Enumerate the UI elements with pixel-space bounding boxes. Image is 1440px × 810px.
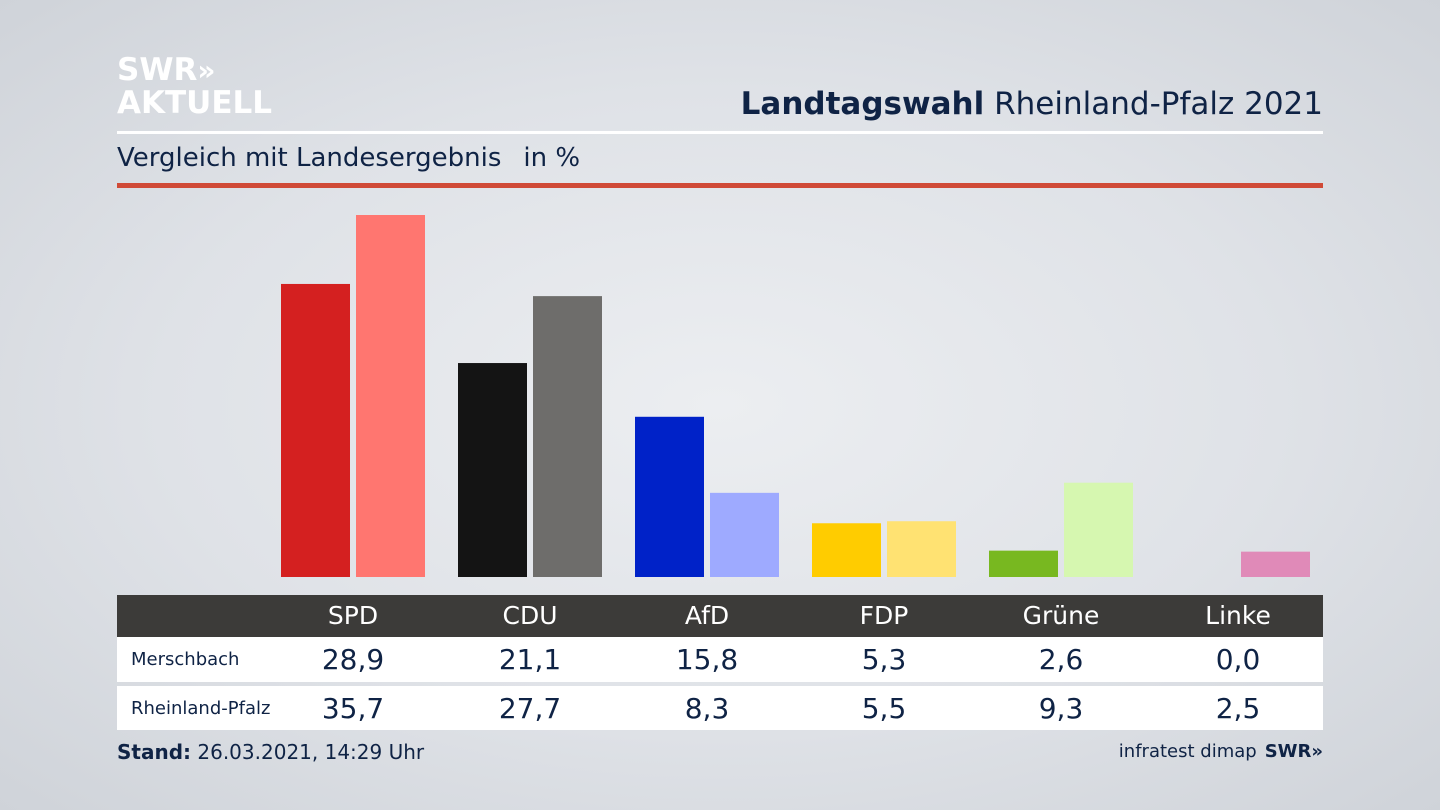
timestamp: Stand: 26.03.2021, 14:29 Uhr (117, 740, 425, 764)
page-title: Landtagswahl Rheinland-Pfalz 2021 (741, 86, 1323, 122)
bar-afd-rheinland-pfalz (710, 492, 779, 577)
value-cell: 27,7 (498, 692, 562, 725)
column-header-gruene: Grüne (1022, 601, 1100, 630)
subtitle-divider (117, 183, 1323, 188)
bar-spd-merschbach (281, 283, 350, 577)
results-table: SPD CDU AfD FDP Grüne Linke Merschbach 28,9 21… (117, 595, 1323, 730)
bar-fdp-merschbach (812, 523, 881, 577)
value-cell: 2,5 (1215, 692, 1261, 725)
value-cell: 9,3 (1038, 692, 1084, 725)
value-cell: 28,9 (321, 643, 385, 676)
bar-cdu-merschbach (458, 363, 527, 577)
column-header-cdu: CDU (502, 601, 558, 630)
bar-linke-rheinland-pfalz (1241, 551, 1310, 577)
bar-gruene-merschbach (989, 550, 1058, 577)
bar-cdu-rheinland-pfalz (533, 296, 602, 577)
chart-subtitle: Vergleich mit Landesergebnis in % (117, 143, 581, 173)
swr-aktuell-logo: SWR» AKTUELL (117, 52, 273, 121)
bar-fdp-rheinland-pfalz (887, 521, 956, 577)
value-cell: 35,7 (321, 692, 385, 725)
value-cell: 5,5 (861, 692, 907, 725)
source-credit: infratest dimap SWR» (1118, 741, 1323, 762)
row-label: Merschbach (131, 649, 240, 670)
value-cell: 2,6 (1038, 643, 1084, 676)
column-header-afd: AfD (684, 601, 730, 630)
title-rest: Rheinland-Pfalz 2021 (994, 86, 1323, 122)
column-header-spd: SPD (327, 601, 379, 630)
title-bold: Landtagswahl (740, 86, 985, 122)
value-cell: 0,0 (1215, 643, 1261, 676)
table-header: SPD CDU AfD FDP Grüne Linke (117, 595, 1323, 637)
value-cell: 5,3 (861, 643, 907, 676)
value-cell: 21,1 (498, 643, 562, 676)
bar-gruene-rheinland-pfalz (1064, 482, 1133, 577)
table-row-merschbach: Merschbach 28,9 21,1 15,8 5,3 2,6 0,0 (117, 637, 1323, 682)
row-label: Rheinland-Pfalz (131, 698, 271, 719)
column-header-linke: Linke (1205, 601, 1271, 630)
unit-label: in % (523, 143, 581, 173)
title-divider (117, 131, 1323, 134)
swr-logo-small: SWR» (1264, 741, 1323, 762)
table-row-rheinland-pfalz: Rheinland-Pfalz 35,7 27,7 8,3 5,5 9,3 2,5 (117, 686, 1323, 730)
value-cell: 8,3 (684, 692, 730, 725)
bar-spd-rheinland-pfalz (356, 215, 425, 577)
bar-afd-merschbach (635, 416, 704, 577)
column-header-fdp: FDP (859, 601, 909, 630)
value-cell: 15,8 (675, 643, 739, 676)
